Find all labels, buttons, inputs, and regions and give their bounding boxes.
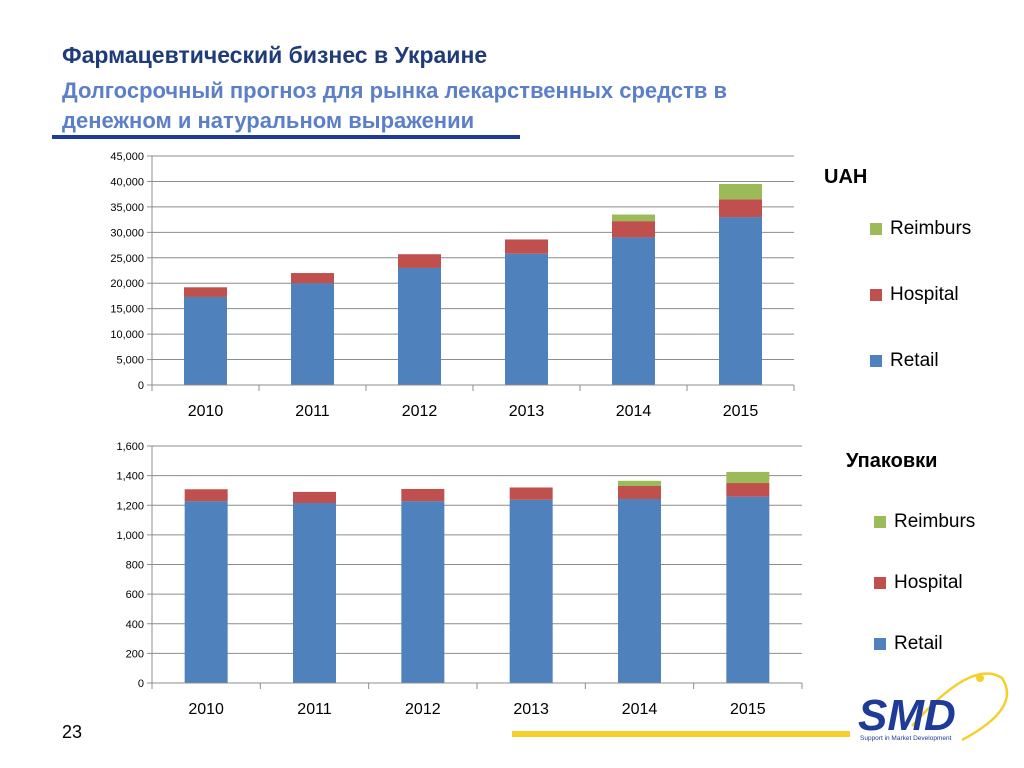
- legend-label: Hospital: [894, 572, 963, 593]
- bar-retail-2012: [398, 267, 441, 385]
- legend-item-hospital: Hospital: [874, 572, 963, 594]
- bar-hospital-2013: [505, 239, 548, 254]
- bar-hospital-2012: [401, 488, 445, 502]
- legend-item-reimburs: Reimburs: [874, 511, 975, 533]
- x-tick-label: 2013: [513, 701, 549, 718]
- x-tick-label: 2010: [188, 701, 224, 718]
- bar-hospital-2011: [291, 273, 334, 284]
- bar-hospital-2013: [509, 487, 553, 500]
- legend-item-hospital: Hospital: [870, 284, 959, 306]
- bar-reimburs-2014: [612, 214, 655, 222]
- x-tick-label: 2011: [295, 403, 330, 420]
- bar-hospital-2015: [719, 199, 762, 218]
- y-tick-label: 1,200: [116, 500, 144, 512]
- legend-swatch: [874, 638, 886, 650]
- y-tick-label: 1,000: [116, 530, 144, 542]
- y-tick-label: 0: [138, 380, 144, 392]
- y-tick-label: 15,000: [110, 304, 144, 316]
- y-tick-label: 45,000: [110, 151, 144, 163]
- logo-tagline: Support in Market Development: [860, 735, 952, 742]
- bar-retail-2010: [184, 501, 228, 683]
- smd-logo: SMD Support in Market Development: [858, 672, 1009, 742]
- legend-label: Hospital: [890, 284, 959, 305]
- x-tick-label: 2014: [616, 403, 652, 420]
- legend-label: Retail: [890, 350, 939, 371]
- bar-retail-2010: [184, 296, 227, 385]
- y-tick-label: 30,000: [110, 227, 144, 239]
- x-tick-label: 2012: [402, 403, 438, 420]
- x-tick-label: 2010: [188, 403, 224, 420]
- y-tick-label: 1,400: [116, 471, 144, 483]
- logo-star-icon: [976, 674, 984, 682]
- legend-title: UAH: [824, 166, 868, 188]
- bar-hospital-2010: [184, 489, 228, 502]
- page-subtitle: Долгосрочный прогноз для рынка лекарстве…: [62, 76, 862, 136]
- page-title: Фармацевтический бизнес в Украине: [62, 42, 488, 68]
- bar-reimburs-2014: [618, 480, 661, 486]
- y-tick-label: 25,000: [110, 253, 144, 265]
- legend-title: Упаковки: [846, 450, 938, 472]
- legend-item-reimburs: Reimburs: [870, 218, 971, 240]
- legend-swatch: [874, 516, 886, 528]
- y-tick-label: 20,000: [110, 278, 144, 290]
- legend-label: Retail: [894, 633, 943, 654]
- bar-retail-2014: [612, 237, 655, 385]
- x-tick-label: 2013: [509, 403, 545, 420]
- y-tick-label: 800: [126, 560, 144, 572]
- legend-item-retail: Retail: [870, 350, 939, 372]
- bar-retail-2012: [401, 501, 445, 683]
- x-tick-label: 2012: [405, 701, 441, 718]
- bar-hospital-2011: [293, 491, 336, 504]
- y-tick-label: 200: [126, 648, 144, 660]
- y-tick-label: 600: [126, 589, 144, 601]
- legend-swatch: [870, 223, 882, 235]
- bar-reimburs-2015: [719, 183, 762, 200]
- y-tick-label: 35,000: [110, 202, 144, 214]
- subtitle-line-1: Долгосрочный прогноз для рынка лекарстве…: [62, 78, 728, 103]
- y-tick-label: 1,600: [116, 441, 144, 453]
- bar-hospital-2010: [184, 287, 227, 297]
- legend-swatch: [874, 577, 886, 589]
- logo-text: SMD: [858, 691, 956, 740]
- x-tick-label: 2015: [723, 403, 759, 420]
- bar-hospital-2014: [612, 221, 655, 238]
- bar-hospital-2014: [618, 485, 661, 500]
- bar-retail-2013: [505, 253, 548, 385]
- y-tick-label: 5,000: [116, 355, 144, 367]
- footer-accent-line: [512, 731, 850, 737]
- legend-label: Reimburs: [894, 511, 976, 532]
- bar-hospital-2012: [398, 254, 441, 268]
- title-underline: [52, 135, 520, 139]
- y-tick-label: 10,000: [110, 329, 144, 341]
- bar-retail-2015: [719, 217, 762, 385]
- bar-reimburs-2015: [726, 471, 770, 484]
- logo-orbit-icon: [911, 672, 1009, 742]
- legend-swatch: [870, 289, 882, 301]
- x-tick-label: 2015: [730, 701, 766, 718]
- y-tick-label: 400: [126, 619, 144, 631]
- bar-retail-2014: [618, 499, 661, 683]
- x-tick-label: 2014: [622, 701, 658, 718]
- bar-hospital-2015: [726, 483, 770, 497]
- bar-retail-2015: [726, 496, 770, 683]
- bar-retail-2011: [293, 503, 336, 683]
- page-number: 23: [62, 722, 83, 742]
- bar-retail-2011: [291, 283, 334, 385]
- subtitle-line-2: денежном и натуральном выражении: [62, 108, 475, 133]
- y-tick-label: 0: [138, 678, 144, 690]
- legend-item-retail: Retail: [874, 633, 943, 655]
- legend-swatch: [870, 355, 882, 367]
- y-tick-label: 40,000: [110, 176, 144, 188]
- x-tick-label: 2011: [297, 701, 332, 718]
- legend-label: Reimburs: [890, 218, 972, 239]
- bar-retail-2013: [509, 499, 553, 683]
